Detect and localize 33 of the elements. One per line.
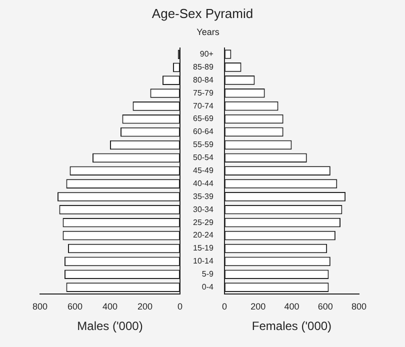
x-tick-label: 200 xyxy=(137,302,153,312)
x-tick-label: 200 xyxy=(250,302,266,312)
x-tick-label: 0 xyxy=(222,302,227,312)
y-axis-title: Years xyxy=(196,27,220,37)
y-tick-label: 50-54 xyxy=(192,153,214,162)
y-tick-label: 15-19 xyxy=(192,244,214,253)
x-tick-label: 600 xyxy=(318,302,333,312)
x-tick-label: 400 xyxy=(102,302,118,312)
y-tick-label: 80-84 xyxy=(192,75,214,84)
y-tick-label: 90+ xyxy=(200,49,214,58)
y-tick-label: 5-9 xyxy=(202,270,214,279)
y-tick-label: 85-89 xyxy=(192,62,214,72)
x-tick-label: 400 xyxy=(284,302,300,312)
y-tick-label: 20-24 xyxy=(192,230,214,240)
x-axis-title: Females ('000) xyxy=(252,319,332,334)
x-axis-title: Males ('000) xyxy=(77,319,143,334)
x-tick-label: 800 xyxy=(32,302,48,312)
y-tick-label: 70-74 xyxy=(192,101,214,110)
y-tick-label: 25-29 xyxy=(192,218,214,227)
y-tick-label: 40-44 xyxy=(192,178,214,188)
x-tick-label: 0 xyxy=(177,302,183,312)
y-tick-label: 65-69 xyxy=(192,114,214,124)
y-tick-label: 0-4 xyxy=(202,282,214,292)
y-tick-label: 60-64 xyxy=(192,127,214,136)
y-tick-label: 45-49 xyxy=(192,166,214,176)
y-tick-label: 75-79 xyxy=(192,88,214,98)
x-tick-label: 600 xyxy=(67,302,83,312)
y-tick-label: 55-59 xyxy=(192,140,214,150)
x-tick-label: 800 xyxy=(351,302,367,312)
y-tick-label: 10-14 xyxy=(192,256,214,266)
y-tick-label: 30-34 xyxy=(192,204,214,214)
chart-title: Age-Sex Pyramid xyxy=(150,6,254,21)
y-tick-label: 35-39 xyxy=(192,192,214,201)
